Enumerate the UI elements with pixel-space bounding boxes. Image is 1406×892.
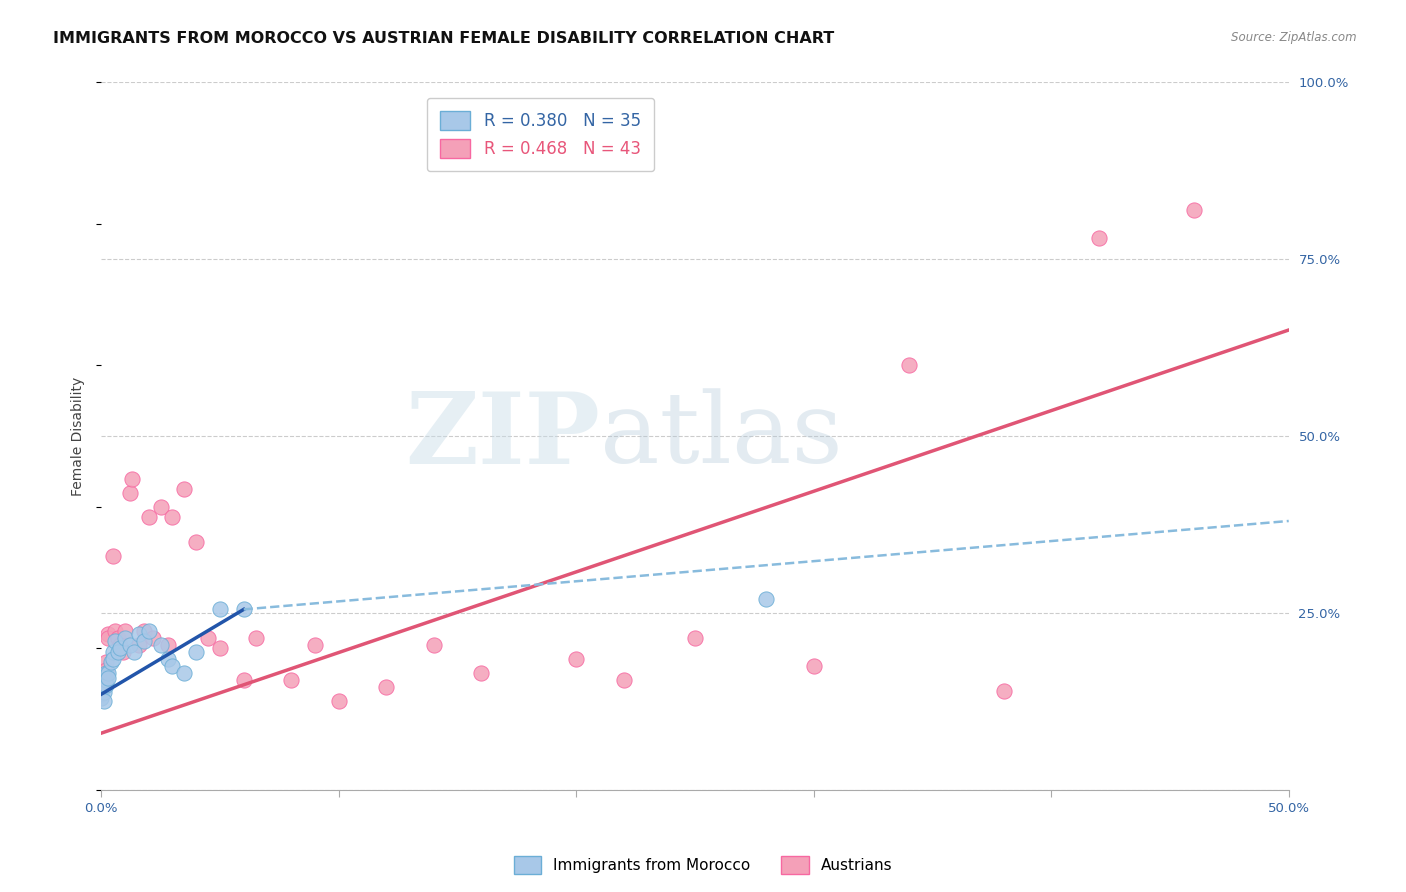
Point	[90, 680, 112, 694]
Point	[208, 641, 231, 656]
Point	[101, 652, 124, 666]
Point	[114, 631, 136, 645]
Point	[897, 359, 920, 373]
Point	[111, 645, 134, 659]
Point	[93, 676, 115, 690]
Point	[156, 638, 179, 652]
Point	[100, 656, 122, 670]
Point	[93, 666, 115, 681]
Point	[422, 638, 444, 652]
Point	[128, 627, 150, 641]
Text: Source: ZipAtlas.com: Source: ZipAtlas.com	[1232, 31, 1357, 45]
Point	[149, 500, 172, 514]
Point	[683, 631, 706, 645]
Point	[97, 631, 120, 645]
Point	[90, 673, 112, 687]
Point	[93, 680, 115, 694]
Point	[470, 666, 492, 681]
Point	[93, 685, 115, 699]
Point	[90, 673, 112, 687]
Point	[108, 638, 131, 652]
Point	[90, 678, 112, 692]
Point	[208, 602, 231, 616]
Point	[1182, 202, 1205, 217]
Legend: Immigrants from Morocco, Austrians: Immigrants from Morocco, Austrians	[508, 850, 898, 880]
Point	[90, 690, 112, 705]
Legend: R = 0.380   N = 35, R = 0.468   N = 43: R = 0.380 N = 35, R = 0.468 N = 43	[427, 98, 654, 171]
Point	[803, 659, 825, 673]
Point	[128, 638, 150, 652]
Point	[138, 510, 160, 524]
Text: IMMIGRANTS FROM MOROCCO VS AUSTRIAN FEMALE DISABILITY CORRELATION CHART: IMMIGRANTS FROM MOROCCO VS AUSTRIAN FEMA…	[53, 31, 835, 46]
Point	[93, 694, 115, 708]
Point	[186, 645, 208, 659]
Point	[107, 631, 129, 645]
Point	[97, 627, 120, 641]
Point	[107, 645, 129, 659]
Point	[173, 482, 195, 496]
Point	[118, 638, 141, 652]
Point	[156, 652, 179, 666]
Point	[232, 673, 254, 687]
Point	[101, 645, 124, 659]
Point	[162, 659, 184, 673]
Point	[94, 666, 117, 681]
Point	[232, 602, 254, 616]
Point	[90, 687, 112, 701]
Point	[142, 631, 165, 645]
Point	[280, 673, 302, 687]
Text: ZIP: ZIP	[405, 388, 600, 484]
Point	[90, 683, 112, 698]
Point	[121, 471, 143, 485]
Point	[124, 645, 146, 659]
Point	[94, 673, 117, 687]
Point	[108, 641, 131, 656]
Point	[93, 670, 115, 684]
Point	[149, 638, 172, 652]
Point	[162, 510, 184, 524]
Point	[328, 694, 350, 708]
Point	[755, 591, 778, 606]
Point	[97, 666, 120, 681]
Point	[132, 624, 155, 638]
Point	[613, 673, 636, 687]
Point	[375, 680, 398, 694]
Point	[97, 671, 120, 685]
Point	[132, 634, 155, 648]
Point	[245, 631, 267, 645]
Point	[565, 652, 588, 666]
Point	[94, 663, 117, 677]
Point	[1087, 231, 1109, 245]
Point	[104, 624, 127, 638]
Point	[93, 671, 115, 685]
Point	[118, 485, 141, 500]
Point	[114, 624, 136, 638]
Point	[94, 656, 117, 670]
Y-axis label: Female Disability: Female Disability	[72, 376, 86, 496]
Point	[993, 683, 1015, 698]
Point	[104, 634, 127, 648]
Point	[304, 638, 326, 652]
Text: atlas: atlas	[600, 388, 842, 484]
Point	[94, 678, 117, 692]
Point	[173, 666, 195, 681]
Point	[197, 631, 219, 645]
Point	[186, 535, 208, 549]
Point	[101, 549, 124, 564]
Point	[138, 624, 160, 638]
